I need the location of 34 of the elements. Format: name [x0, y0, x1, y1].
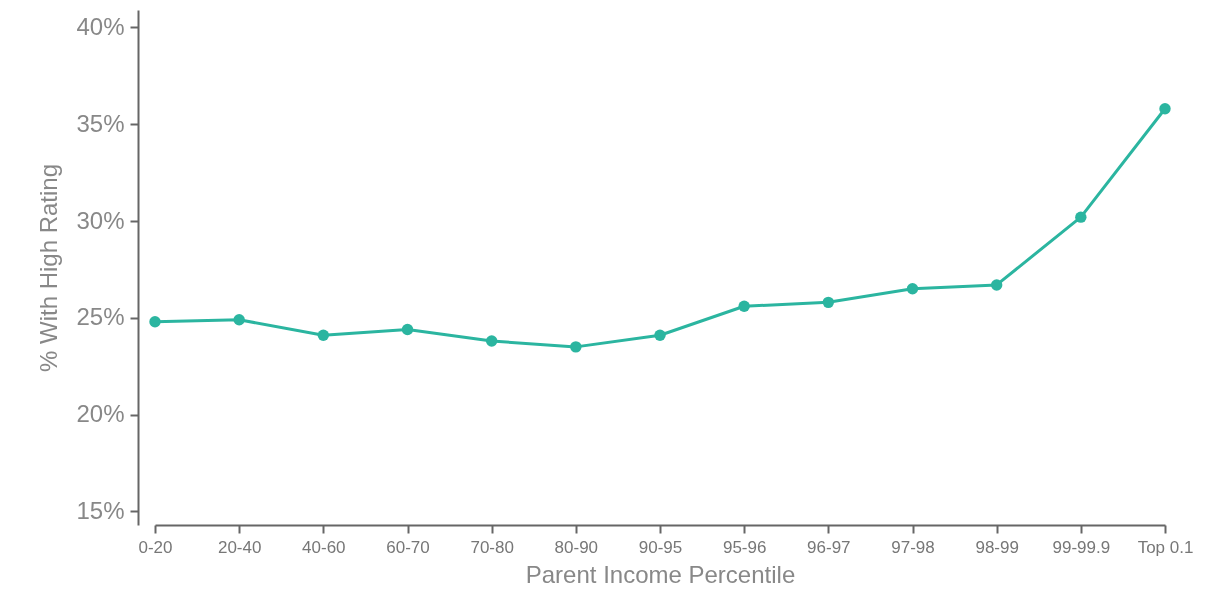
y-tick-label: 25%	[76, 303, 125, 331]
y-tick-label: 40%	[76, 12, 125, 40]
point	[401, 323, 414, 336]
y-tick-label: 20%	[76, 400, 125, 428]
x-tick-label: 99-99.9	[1052, 537, 1111, 557]
x-tick-label: 0-20	[138, 537, 173, 557]
x-tick-label: 95-96	[722, 537, 767, 557]
x-tick-label: 97-98	[891, 537, 935, 557]
point	[990, 279, 1003, 291]
x-tick-label: 20-40	[217, 537, 262, 557]
x-tick-label: 80-90	[554, 537, 599, 557]
y-tick-label: 30%	[76, 206, 125, 234]
x-tick-label: Top 0.1	[1137, 537, 1194, 557]
x-tick-label: 60-70	[386, 537, 430, 557]
y-tick-label: 15%	[76, 496, 125, 524]
y-axis-title: % With High Rating	[35, 163, 63, 373]
point	[485, 335, 498, 347]
point	[822, 296, 835, 309]
x-tick-label: 70-80	[470, 537, 514, 557]
point	[738, 300, 750, 312]
point	[570, 341, 582, 353]
point	[906, 283, 919, 295]
x-tick-label: 98-99	[975, 537, 1019, 557]
point	[654, 329, 666, 341]
x-axis-title: Parent Income Percentile	[525, 560, 796, 588]
y-tick-label: 35%	[76, 109, 125, 137]
point	[233, 314, 245, 326]
x-tick-label: 40-60	[302, 537, 346, 557]
point	[1159, 103, 1171, 115]
point	[1075, 211, 1087, 223]
point	[317, 329, 330, 341]
point	[149, 316, 161, 328]
x-tick-label: 90-95	[638, 537, 683, 557]
x-tick-label: 96-97	[807, 537, 851, 557]
